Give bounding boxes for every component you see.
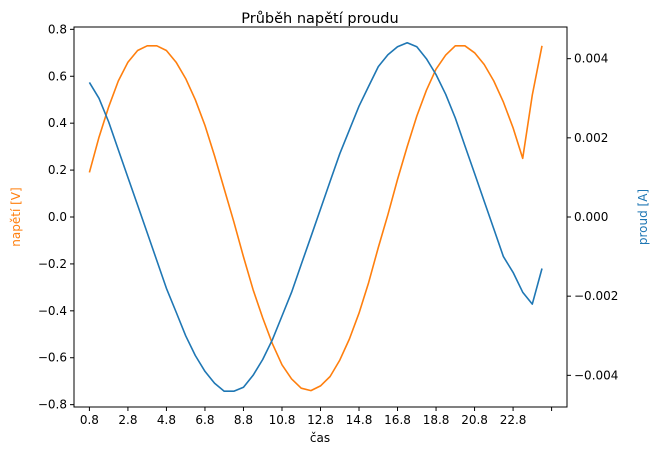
x-tick-label: 20.8 bbox=[461, 413, 488, 427]
x-tick-label: 2.8 bbox=[118, 413, 137, 427]
y-left-tick-label: 0.6 bbox=[48, 69, 67, 83]
plot-frame bbox=[73, 26, 568, 408]
axes: 0.8 2.8 4.8 6.8 8.8 10.8 12.8 14.8 16.8 18.8 20.8 2… bbox=[38, 22, 619, 427]
x-tick-label: 12.8 bbox=[307, 413, 334, 427]
plot-lines bbox=[88, 41, 543, 393]
chart-title: Průběh napětí proudu bbox=[241, 11, 398, 27]
x-tick-label: 18.8 bbox=[423, 413, 450, 427]
y-axis-left-label: napětí [V] bbox=[9, 187, 23, 246]
x-tick-label: 16.8 bbox=[384, 413, 411, 427]
y-right-tick-label: −0.002 bbox=[574, 289, 618, 303]
y-right-tick-label: 0.000 bbox=[574, 210, 608, 224]
y-left-tick-label: −0.4 bbox=[38, 304, 67, 318]
x-tick-label: 0.8 bbox=[80, 413, 99, 427]
y-right-tick-label: 0.004 bbox=[574, 52, 608, 66]
y-left-tick-label: −0.6 bbox=[38, 351, 67, 365]
y-right-tick-label: −0.004 bbox=[574, 368, 618, 382]
x-axis-label: čas bbox=[310, 431, 330, 445]
series-line-voltage bbox=[88, 44, 543, 392]
y-axis-right-label: proud [A] bbox=[636, 189, 650, 245]
x-tick-label: 4.8 bbox=[157, 413, 176, 427]
y-left-tick-label: 0.2 bbox=[48, 163, 67, 177]
y-right-tick-label: 0.002 bbox=[574, 131, 608, 145]
y-left-tick-label: 0.8 bbox=[48, 22, 67, 36]
y-left-tick-label: −0.2 bbox=[38, 257, 67, 271]
series-line-current bbox=[88, 41, 543, 393]
y-left-tick-label: 0.4 bbox=[48, 116, 67, 130]
x-tick-label: 14.8 bbox=[346, 413, 373, 427]
x-tick-label: 8.8 bbox=[234, 413, 253, 427]
y-left-tick-label: −0.8 bbox=[38, 398, 67, 412]
x-tick-label: 6.8 bbox=[195, 413, 214, 427]
y-left-tick-label: 0.0 bbox=[48, 210, 67, 224]
x-tick-label: 22.8 bbox=[500, 413, 527, 427]
x-tick-label: 10.8 bbox=[269, 413, 296, 427]
